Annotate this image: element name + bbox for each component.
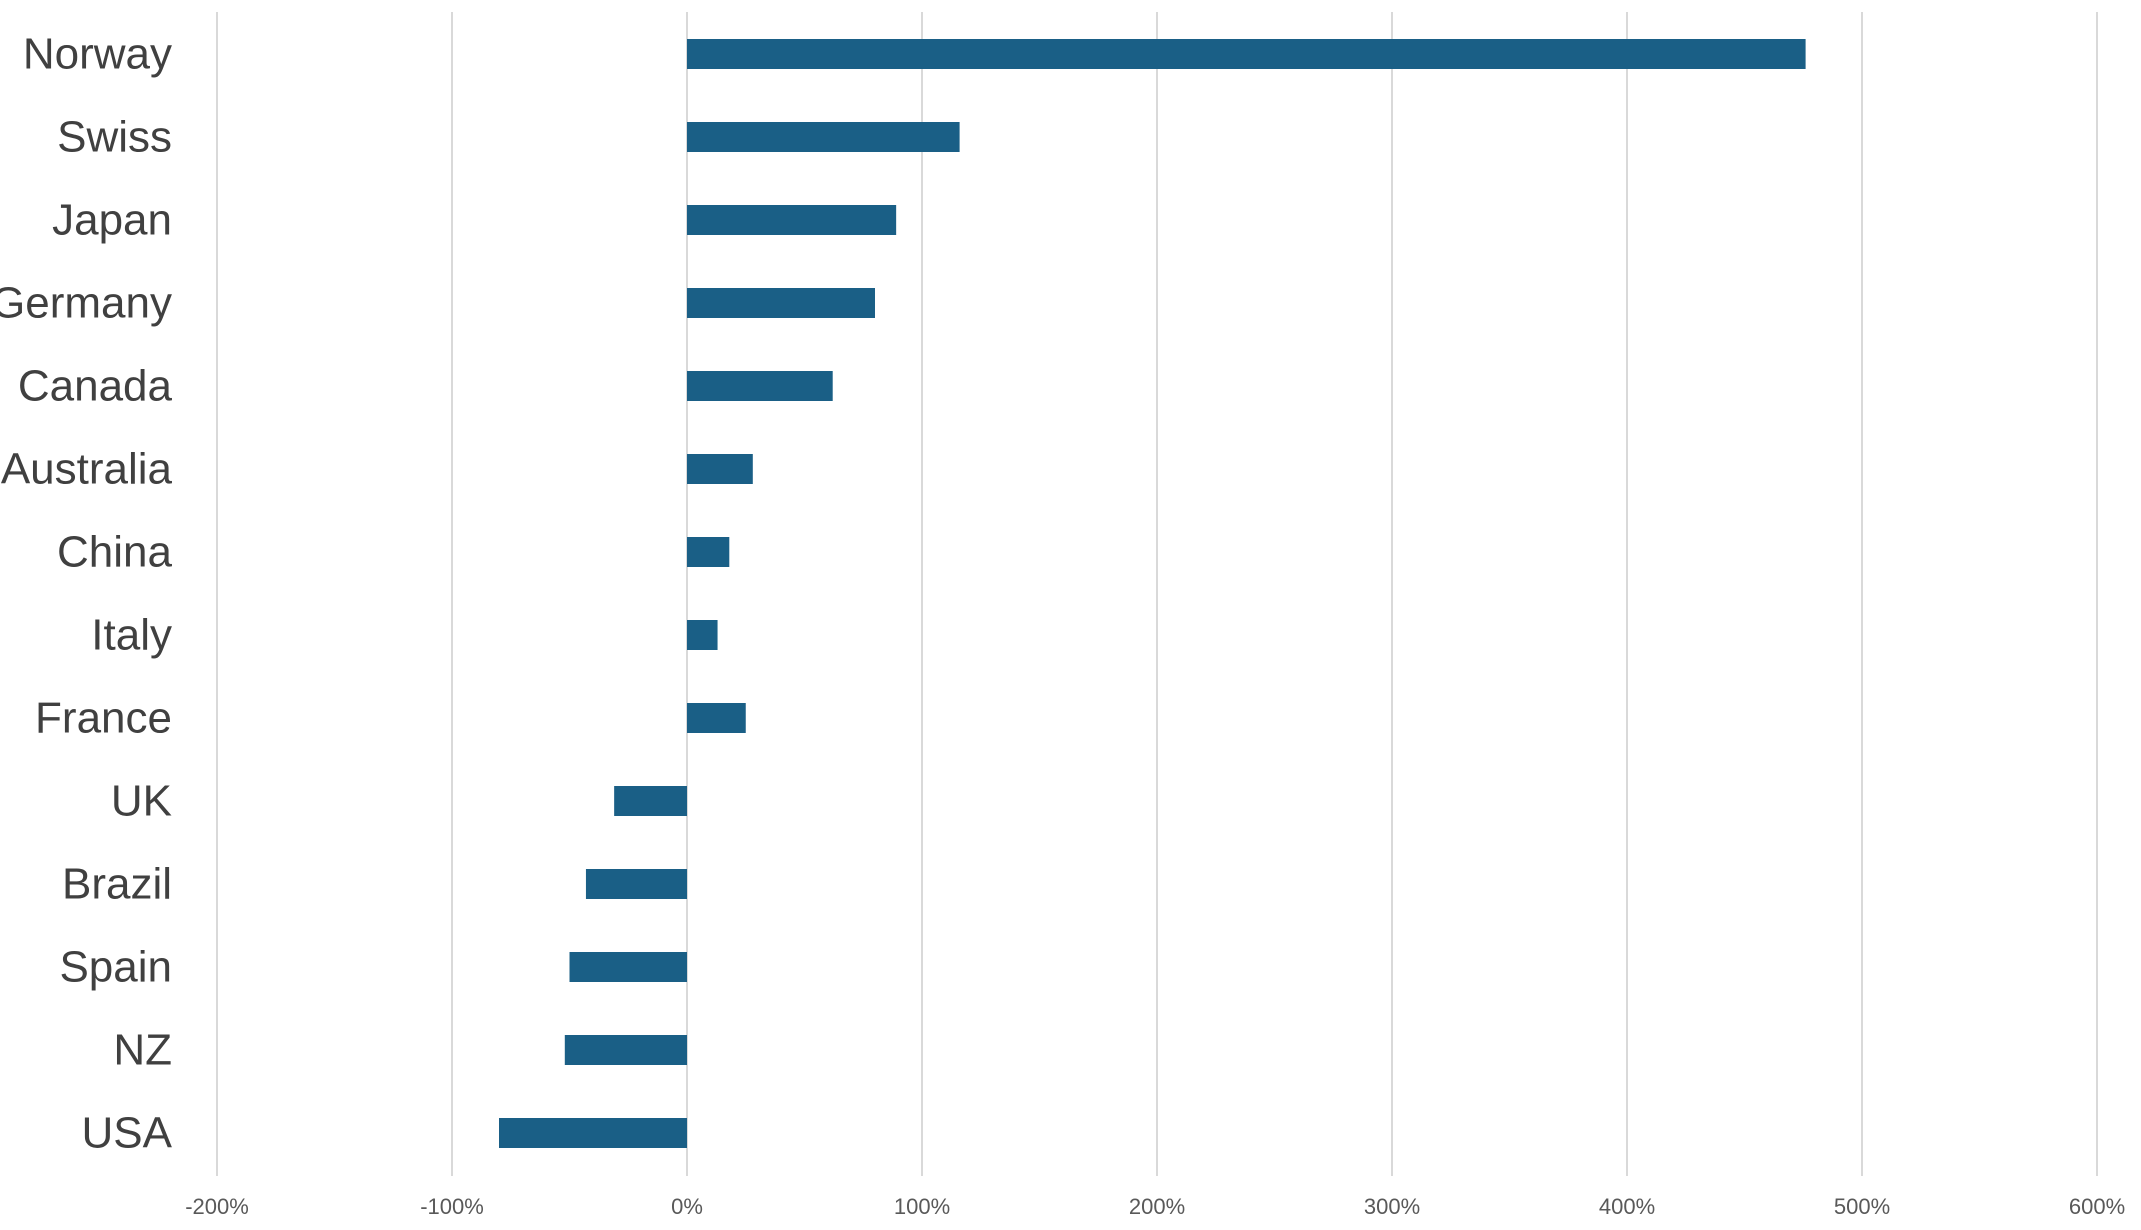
- bar-germany: [687, 288, 875, 318]
- bar-uk: [614, 786, 687, 816]
- bar-spain: [569, 952, 687, 982]
- x-tick-label: 600%: [2069, 1194, 2125, 1219]
- category-label-australia: Australia: [1, 445, 173, 494]
- x-tick-label: -200%: [185, 1194, 249, 1219]
- bar-norway: [687, 39, 1806, 69]
- bar-japan: [687, 205, 897, 235]
- category-label-france: France: [35, 694, 172, 743]
- category-label-usa: USA: [82, 1109, 173, 1158]
- gridlines: [216, 12, 2098, 1176]
- x-tick-label: 200%: [1129, 1194, 1185, 1219]
- category-label-norway: Norway: [23, 30, 172, 79]
- category-label-brazil: Brazil: [62, 860, 172, 909]
- bar-australia: [687, 454, 753, 484]
- category-labels: Norway Swiss Japan Germany Canada Australia Ch…: [0, 30, 173, 1158]
- category-label-swiss: Swiss: [57, 113, 172, 162]
- bar-usa: [499, 1118, 687, 1148]
- x-tick-label: 0%: [671, 1194, 703, 1219]
- category-label-canada: Canada: [18, 362, 173, 411]
- bar-nz: [564, 1035, 687, 1065]
- x-tick-label: 100%: [894, 1194, 950, 1219]
- category-label-china: China: [57, 528, 172, 577]
- category-label-italy: Italy: [91, 611, 172, 660]
- bars: [499, 39, 1806, 1148]
- category-label-uk: UK: [111, 777, 172, 826]
- x-tick-label: -100%: [420, 1194, 484, 1219]
- category-label-spain: Spain: [59, 943, 172, 992]
- bar-italy: [687, 620, 718, 650]
- x-tick-label: 300%: [1364, 1194, 1420, 1219]
- bar-brazil: [585, 869, 687, 899]
- x-tick-label: 500%: [1834, 1194, 1890, 1219]
- bar-canada: [687, 371, 833, 401]
- category-label-nz: NZ: [113, 1026, 172, 1075]
- x-tick-labels: -200% -100% 0% 100% 200% 300% 400% 500% 600%: [185, 1194, 2125, 1219]
- bar-swiss: [687, 122, 960, 152]
- bar-france: [687, 703, 746, 733]
- category-label-germany: Germany: [0, 279, 172, 328]
- category-label-japan: Japan: [52, 196, 172, 245]
- x-tick-label: 400%: [1599, 1194, 1655, 1219]
- bar-china: [687, 537, 730, 567]
